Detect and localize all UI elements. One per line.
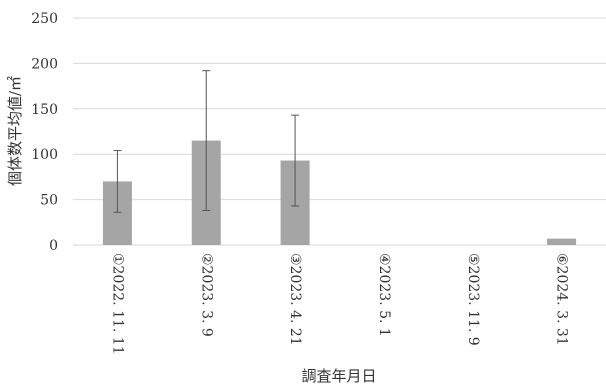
y-tick-label: 0 [49, 238, 58, 254]
x-category-label: ②2023. 3. 9 [198, 253, 214, 337]
y-axis-label: 個体数平均値/㎡ [6, 76, 24, 186]
gridlines [73, 17, 606, 246]
y-tick-label: 150 [31, 102, 58, 118]
y-tick-label: 100 [31, 147, 58, 163]
x-category-label: ⑥2024. 3. 31 [554, 253, 570, 346]
y-tick-label: 200 [31, 56, 58, 72]
x-axis-label: 調査年月日 [301, 367, 376, 385]
x-category-labels: ①2022. 11. 11 ②2023. 3. 9 ③2023. 4. 21 ④202… [109, 253, 569, 355]
bars [102, 140, 577, 245]
x-category-label: ①2022. 11. 11 [109, 253, 125, 355]
bar [547, 238, 577, 245]
y-tick-labels: 0 50 100 150 200 250 [31, 11, 58, 254]
error-bars [113, 70, 300, 213]
x-category-label: ④2023. 5. 1 [376, 253, 392, 337]
y-tick-label: 50 [40, 193, 58, 209]
x-category-label: ⑤2023. 11. 9 [465, 253, 481, 346]
x-category-label: ③2023. 4. 21 [287, 253, 303, 346]
y-tick-label: 250 [31, 11, 58, 27]
